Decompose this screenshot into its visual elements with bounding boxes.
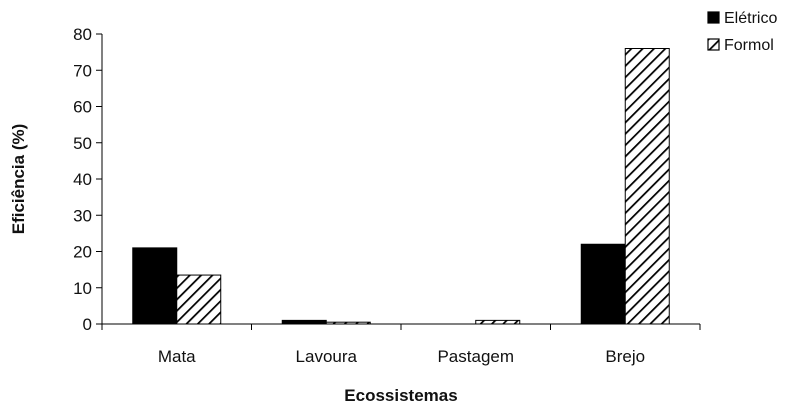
bar-formol-brejo: [624, 48, 670, 325]
y-tick-label: 40: [73, 170, 92, 189]
y-tick-label: 80: [73, 25, 92, 44]
x-axis-title: Ecossistemas: [344, 386, 457, 405]
x-tick-label: Pastagem: [437, 347, 514, 366]
bar-formol-mata: [176, 274, 222, 325]
legend-label-formol: Formol: [724, 37, 774, 54]
bar-elétrico-mata: [132, 247, 178, 325]
y-tick-label: 70: [73, 61, 92, 80]
legend-swatch-elétrico: [707, 11, 720, 24]
x-tick-label: Brejo: [605, 347, 645, 366]
y-tick-label: 30: [73, 206, 92, 225]
y-tick-label: 60: [73, 98, 92, 117]
bar-elétrico-brejo: [580, 243, 626, 325]
y-tick-label: 50: [73, 134, 92, 153]
x-tick-label: Mata: [158, 347, 196, 366]
legend-label-elétrico: Elétrico: [724, 10, 777, 27]
legend-swatch-formol: [707, 38, 720, 51]
bar-elétrico-lavoura: [281, 319, 327, 325]
y-tick-label: 0: [83, 315, 92, 334]
y-tick-label: 20: [73, 243, 92, 262]
x-tick-label: Lavoura: [296, 347, 358, 366]
y-axis-ticks: 0 10 20 30 40 50 60 70 80: [73, 25, 102, 334]
bars: [132, 48, 670, 325]
y-axis-title: Eficiência (%): [9, 124, 28, 235]
y-tick-label: 10: [73, 279, 92, 298]
x-axis-ticks: Mata Lavoura Pastagem Brejo: [101, 324, 701, 366]
bar-formol-pastagem: [475, 319, 521, 325]
legend: Elétrico Formol: [707, 10, 777, 54]
